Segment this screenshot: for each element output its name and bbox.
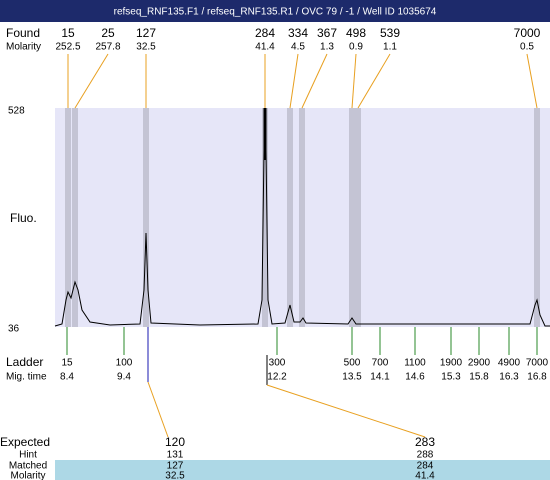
ladder-size: 300 — [269, 358, 286, 369]
found-molarity: 4.5 — [291, 42, 305, 53]
link-line — [147, 381, 169, 438]
peak-link — [526, 53, 538, 109]
y-bottom-label: 36 — [8, 324, 20, 335]
expected-size: 120 — [165, 435, 185, 449]
hint-size: 288 — [417, 450, 434, 461]
found-size: 25 — [101, 26, 115, 40]
found-molarity: 0.5 — [520, 42, 534, 53]
found-molarity: 257.8 — [95, 42, 120, 53]
peak-band — [299, 108, 305, 327]
ladder-time: 16.3 — [499, 372, 519, 383]
ladder-time: 16.8 — [527, 372, 547, 383]
ladder-size: 1900 — [440, 358, 463, 369]
ladder-time: 12.2 — [267, 372, 287, 383]
peak-band — [143, 108, 149, 327]
peak-band — [72, 108, 78, 327]
y-axis-label: Fluo. — [10, 211, 37, 225]
ladder-size: 1100 — [404, 358, 426, 369]
matched-size: 284 — [417, 461, 434, 472]
found-size: 7000 — [514, 26, 541, 40]
ladder-size: 100 — [116, 358, 133, 369]
expected-size: 283 — [415, 435, 435, 449]
peak-band — [65, 108, 71, 327]
peak-link — [289, 53, 299, 109]
ladder-time: 14.6 — [405, 372, 425, 383]
matched-label: Matched — [9, 461, 47, 472]
peak-band — [355, 108, 361, 327]
molarity-label: Molarity — [6, 42, 41, 53]
found-molarity: 32.5 — [136, 42, 156, 53]
link-line — [266, 384, 426, 438]
ladder-size: 700 — [372, 358, 389, 369]
found-size: 15 — [61, 26, 75, 40]
matched-size: 127 — [167, 461, 184, 472]
peak-band — [262, 108, 268, 327]
mig-time-label: Mig. time — [6, 372, 47, 383]
peak-link — [301, 53, 328, 109]
ladder-time: 9.4 — [117, 372, 131, 383]
title-bar — [0, 0, 550, 22]
peak-link — [74, 53, 109, 109]
found-size: 367 — [317, 26, 337, 40]
found-size: 284 — [255, 26, 275, 40]
matched-molarity: 41.4 — [415, 471, 435, 480]
ladder-size: 2900 — [468, 358, 491, 369]
found-molarity: 1.1 — [383, 42, 397, 53]
ladder-time: 15.8 — [469, 372, 489, 383]
title: refseq_RNF135.F1 / refseq_RNF135.R1 / OV… — [114, 7, 437, 18]
ladder-size: 500 — [344, 358, 361, 369]
found-label: Found — [6, 26, 40, 40]
ladder-time: 14.1 — [370, 372, 390, 383]
peak-band — [534, 108, 540, 327]
hint-label: Hint — [19, 450, 37, 461]
found-molarity: 252.5 — [55, 42, 80, 53]
peak-band — [349, 108, 355, 327]
peak-band — [287, 108, 293, 327]
ladder-size: 7000 — [526, 358, 549, 369]
matched-molarity: 32.5 — [165, 471, 185, 480]
found-molarity: 0.9 — [349, 42, 363, 53]
matched-row-bg — [55, 460, 550, 480]
peak-link — [351, 53, 357, 109]
ladder-size: 4900 — [498, 358, 521, 369]
y-top-label: 528 — [8, 106, 25, 117]
peak-link — [357, 53, 391, 109]
ladder-time: 15.3 — [441, 372, 461, 383]
molarity-label: Molarity — [10, 471, 45, 480]
ladder-size: 15 — [61, 358, 73, 369]
hint-size: 131 — [167, 450, 184, 461]
expected-label: Expected — [0, 435, 50, 449]
found-size: 539 — [380, 26, 400, 40]
found-size: 127 — [136, 26, 156, 40]
found-molarity: 1.3 — [320, 42, 334, 53]
found-size: 334 — [288, 26, 308, 40]
found-molarity: 41.4 — [255, 42, 275, 53]
ladder-label: Ladder — [6, 355, 43, 369]
ladder-time: 8.4 — [60, 372, 74, 383]
ladder-time: 13.5 — [342, 372, 362, 383]
found-size: 498 — [346, 26, 366, 40]
